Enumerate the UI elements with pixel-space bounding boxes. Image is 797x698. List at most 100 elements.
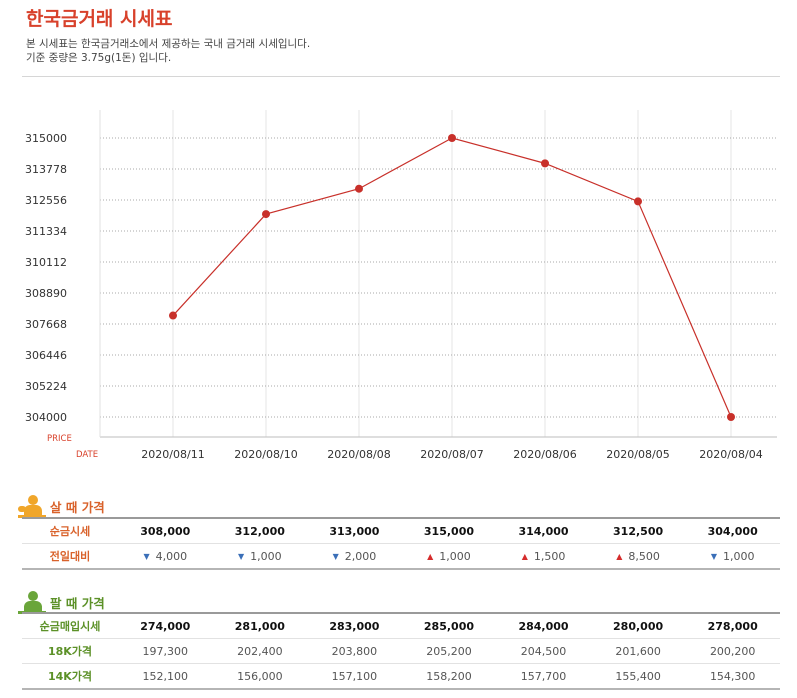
price-cell: 157,100	[307, 663, 402, 690]
sell-section-title: 팔 때 가격	[50, 595, 105, 611]
price-cell: 152,100	[118, 663, 213, 690]
x-tick-label: 2020/08/05	[606, 448, 669, 461]
y-tick-label: 308890	[25, 287, 67, 300]
table-row: 전일대비 ▼ 4,000 ▼ 1,000 ▼ 2,000 ▲ 1,000 ▲ 1,500 …	[22, 543, 780, 570]
price-cell: 157,700	[496, 663, 591, 690]
description-line: 본 시세표는 한국금거래소에서 제공하는 국내 금거래 시세입니다.	[26, 38, 311, 50]
price-cell: 201,600	[590, 638, 686, 664]
arrow-down-icon: ▼	[332, 551, 339, 561]
change-cell: ▲ 1,000	[401, 543, 497, 570]
y-tick-label: 313778	[25, 163, 67, 176]
data-point	[262, 210, 270, 219]
x-axis-label: DATE	[76, 450, 98, 460]
change-value: 1,000	[439, 549, 471, 563]
data-point	[727, 413, 735, 421]
price-cell: 308,000	[118, 517, 213, 544]
arrow-down-icon: ▼	[238, 551, 245, 561]
price-cell: 281,000	[212, 612, 308, 639]
line-chart-svg: 304000 305224 306446 307668 308890 310112 3113…	[25, 110, 777, 461]
change-cell: ▲ 1,500	[496, 543, 591, 570]
buy-section-title: 살 때 가격	[50, 499, 105, 515]
row-label: 순금매입시세	[22, 612, 118, 639]
change-cell: ▼ 2,000	[307, 543, 402, 570]
price-cell: 203,800	[307, 638, 402, 664]
price-cell: 283,000	[307, 612, 402, 639]
x-tick-label: 2020/08/11	[141, 448, 204, 461]
y-tick-label: 306446	[25, 349, 67, 362]
price-cell: 158,200	[401, 663, 497, 690]
data-point	[448, 134, 456, 142]
price-cell: 202,400	[212, 638, 308, 664]
seller-icon	[18, 591, 46, 614]
divider	[22, 76, 780, 77]
table-row: 순금매입시세 274,000 281,000 283,000 285,000 2…	[22, 612, 780, 639]
x-tick-label: 2020/08/04	[699, 448, 762, 461]
price-cell: 155,400	[590, 663, 686, 690]
price-cell: 197,300	[118, 638, 213, 664]
data-point	[169, 311, 177, 320]
row-label: 전일대비	[22, 543, 118, 570]
arrow-down-icon: ▼	[710, 551, 718, 561]
page-title: 한국금거래 시세표	[26, 8, 173, 30]
sell-price-table: 순금매입시세 274,000 281,000 283,000 285,000 2…	[22, 612, 780, 690]
price-cell: 280,000	[590, 612, 686, 639]
arrow-up-icon: ▲	[521, 551, 528, 561]
row-label: 14K가격	[22, 663, 118, 690]
change-cell: ▼ 1,000	[685, 543, 780, 570]
table-row: 18K가격 197,300 202,400 203,800 205,200 20…	[22, 638, 780, 664]
change-cell: ▲ 8,500	[590, 543, 686, 570]
y-tick-label: 310112	[25, 256, 67, 269]
price-cell: 304,000	[685, 517, 780, 544]
plot-area	[100, 110, 777, 437]
y-axis-label: PRICE	[47, 434, 72, 444]
x-tick-label: 2020/08/06	[513, 448, 576, 461]
table-row: 14K가격 152,100 156,000 157,100 158,200 15…	[22, 663, 780, 690]
x-tick-label: 2020/08/10	[234, 448, 297, 461]
y-tick-label: 305224	[25, 380, 67, 393]
buy-section-header: 살 때 가격	[18, 494, 105, 518]
sell-section-header: 팔 때 가격	[18, 590, 105, 614]
price-cell: 284,000	[496, 612, 591, 639]
data-point	[355, 184, 363, 193]
price-cell: 312,000	[212, 517, 308, 544]
price-cell: 278,000	[685, 612, 780, 639]
price-cell: 200,200	[685, 638, 780, 664]
row-label: 18K가격	[22, 638, 118, 664]
price-cell: 314,000	[496, 517, 591, 544]
price-cell: 312,500	[590, 517, 686, 544]
price-cell: 156,000	[212, 663, 308, 690]
x-tick-label: 2020/08/08	[327, 448, 390, 461]
change-value: 1,000	[250, 549, 282, 563]
change-value: 8,500	[628, 549, 660, 563]
table-row: 순금시세 308,000 312,000 313,000 315,000 314…	[22, 517, 780, 544]
price-cell: 274,000	[118, 612, 213, 639]
change-cell: ▼ 4,000	[118, 543, 213, 570]
y-tick-label: 315000	[25, 132, 67, 145]
change-value: 1,000	[723, 549, 755, 563]
row-label: 순금시세	[22, 517, 118, 544]
price-cell: 154,300	[685, 663, 780, 690]
arrow-down-icon: ▼	[143, 551, 150, 561]
data-point	[541, 159, 549, 168]
arrow-up-icon: ▲	[427, 551, 434, 561]
price-cell: 205,200	[401, 638, 497, 664]
price-cell: 204,500	[496, 638, 591, 664]
y-tick-label: 307668	[25, 318, 67, 331]
price-cell: 315,000	[401, 517, 497, 544]
y-tick-label: 312556	[25, 194, 67, 207]
y-tick-label: 311334	[25, 225, 67, 238]
page-description: 본 시세표는 한국금거래소에서 제공하는 국내 금거래 시세입니다. 기준 중량…	[26, 37, 310, 65]
description-line: 기준 중량은 3.75g(1돈) 입니다.	[26, 52, 172, 64]
change-value: 4,000	[155, 549, 188, 563]
change-value: 1,500	[533, 549, 566, 563]
arrow-up-icon: ▲	[616, 551, 623, 561]
change-cell: ▼ 1,000	[212, 543, 308, 570]
y-tick-label: 304000	[25, 411, 67, 424]
price-cell: 313,000	[307, 517, 402, 544]
price-chart: 304000 305224 306446 307668 308890 310112 3113…	[22, 95, 780, 475]
data-point	[634, 197, 642, 206]
buy-price-table: 순금시세 308,000 312,000 313,000 315,000 314…	[22, 517, 780, 570]
x-tick-label: 2020/08/07	[420, 448, 483, 461]
price-cell: 285,000	[401, 612, 497, 639]
change-value: 2,000	[344, 549, 377, 563]
